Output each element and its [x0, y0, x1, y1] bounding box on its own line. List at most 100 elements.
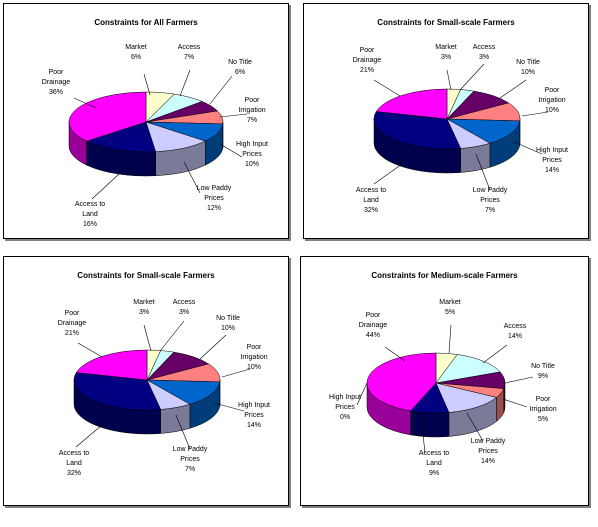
leader-line-no-title: [209, 75, 233, 105]
chart-panel-medium-scale: Constraints for Medium-scale Farmers Mar…: [300, 256, 589, 506]
pie-slice-poor-drainage: [75, 349, 148, 381]
data-label-low-paddy-prices: 12%: [207, 205, 221, 212]
category-label-market: Market: [133, 299, 154, 306]
data-label-poor-irrigation: 5%: [538, 416, 548, 423]
leader-line-poor-drainage: [384, 346, 406, 362]
category-label-poor-drainage: Drainage: [42, 79, 71, 86]
category-label-high-input-prices: High Input: [236, 141, 268, 148]
category-label-high-input-prices: Prices: [244, 412, 264, 419]
pie-slice-poor-drainage: [375, 88, 448, 120]
leader-line-access-to-land: [373, 163, 403, 185]
leader-line-low-paddy-prices: [175, 414, 191, 450]
data-label-no-title: 9%: [538, 373, 548, 380]
data-label-market: 6%: [131, 54, 141, 61]
data-label-poor-drainage: 21%: [65, 330, 79, 337]
category-label-access-to-land: Land: [426, 460, 442, 467]
leader-line-poor-irrigation: [219, 113, 248, 118]
category-label-poor-irrigation: Irrigation: [240, 354, 267, 361]
leader-line-poor-irrigation: [521, 111, 549, 117]
category-label-access: Access: [178, 44, 201, 51]
category-label-high-input-prices: High Input: [238, 402, 270, 409]
data-label-access: 3%: [479, 54, 489, 61]
data-label-no-title: 6%: [235, 69, 245, 76]
leader-line-no-title: [199, 334, 227, 360]
leader-line-access-to-land: [91, 173, 120, 200]
data-label-market: 5%: [445, 309, 455, 316]
leader-line-no-title: [504, 376, 534, 384]
category-label-low-paddy-prices: Low Paddy: [471, 438, 506, 445]
pie-slice-low-paddy-prices: [435, 382, 498, 413]
data-label-market: 3%: [139, 309, 149, 316]
data-label-poor-irrigation: 10%: [247, 364, 261, 371]
category-label-low-paddy-prices: Prices: [480, 197, 500, 204]
category-label-access-to-land: Access to: [75, 201, 105, 208]
data-label-poor-irrigation: 7%: [247, 117, 257, 124]
category-label-poor-drainage: Poor: [65, 310, 80, 317]
leader-line-poor-irrigation: [502, 398, 528, 408]
category-label-access: Access: [173, 299, 196, 306]
leader-line-poor-drainage: [77, 342, 103, 358]
data-label-high-input-prices: 0%: [340, 414, 350, 421]
chart-title: Constraints for Small-scale Farmers: [377, 18, 515, 27]
pie-slice-access: [435, 354, 501, 384]
category-label-no-title: No Title: [531, 363, 555, 370]
category-label-poor-irrigation: Irrigation: [238, 107, 265, 114]
leader-line-access: [482, 344, 508, 364]
pie-slice-poor-drainage: [366, 352, 437, 412]
pie-slice-high-input-prices: [446, 118, 521, 144]
category-label-low-paddy-prices: Low Paddy: [473, 187, 508, 194]
pie-chart-small-scale-top: Market 3% Access 3% No Title 10% Poor Irrigatio…: [353, 44, 568, 214]
data-label-low-paddy-prices: 7%: [485, 207, 495, 214]
data-label-market: 3%: [441, 54, 451, 61]
category-label-poor-drainage: Drainage: [58, 320, 87, 327]
data-label-low-paddy-prices: 14%: [481, 458, 495, 465]
leader-line-access: [179, 69, 191, 97]
category-label-poor-drainage: Drainage: [359, 322, 388, 329]
data-label-access-to-land: 32%: [364, 207, 378, 214]
data-label-access: 7%: [184, 54, 194, 61]
leader-line-market: [446, 69, 452, 91]
pie-chart-medium-scale: Market 5% Access 14% No Title 9% Poor Irrigatio…: [329, 299, 557, 477]
leader-line-access: [459, 63, 485, 91]
category-label-low-paddy-prices: Prices: [478, 448, 498, 455]
leader-line-no-title: [499, 79, 527, 99]
leader-line-market: [448, 324, 452, 354]
category-label-poor-irrigation: Poor: [536, 396, 551, 403]
category-label-high-input-prices: Prices: [335, 404, 355, 411]
chart-title: Constraints for Small-scale Farmers: [77, 271, 215, 280]
data-label-poor-drainage: 44%: [366, 332, 380, 339]
category-label-access-to-land: Access to: [356, 187, 386, 194]
category-label-high-input-prices: Prices: [242, 151, 262, 158]
data-label-high-input-prices: 10%: [245, 161, 259, 168]
category-label-poor-drainage: Poor: [360, 47, 375, 54]
data-label-no-title: 10%: [221, 325, 235, 332]
category-label-market: Market: [439, 299, 460, 306]
leader-line-low-paddy-prices: [466, 412, 484, 442]
category-label-no-title: No Title: [516, 59, 540, 66]
leader-line-poor-drainage: [373, 79, 401, 97]
category-label-low-paddy-prices: Prices: [180, 456, 200, 463]
category-label-high-input-prices: High Input: [329, 394, 361, 401]
category-label-access: Access: [504, 323, 527, 330]
data-label-access: 14%: [508, 333, 522, 340]
pie-slice-access-to-land: [373, 111, 462, 150]
data-label-poor-irrigation: 10%: [545, 107, 559, 114]
category-label-poor-drainage: Poor: [366, 312, 381, 319]
data-label-poor-drainage: 36%: [49, 89, 63, 96]
pie-slice-high-input-prices: [146, 379, 221, 405]
leader-line-high-input-prices: [356, 382, 368, 406]
data-label-high-input-prices: 14%: [545, 167, 559, 174]
leader-line-poor-irrigation: [221, 368, 251, 378]
category-label-poor-irrigation: Poor: [545, 87, 560, 94]
category-label-high-input-prices: Prices: [542, 157, 562, 164]
category-label-low-paddy-prices: Low Paddy: [173, 446, 208, 453]
category-label-high-input-prices: High Input: [536, 147, 568, 154]
chart-title: Constraints for Medium-scale Farmers: [371, 271, 518, 280]
category-label-low-paddy-prices: Prices: [204, 195, 224, 202]
leader-line-high-input-prices: [219, 143, 243, 158]
category-label-access: Access: [473, 44, 496, 51]
category-label-poor-irrigation: Irrigation: [538, 97, 565, 104]
category-label-no-title: No Title: [216, 315, 240, 322]
category-label-access-to-land: Access to: [419, 450, 449, 457]
leader-line-low-paddy-prices: [475, 153, 491, 191]
